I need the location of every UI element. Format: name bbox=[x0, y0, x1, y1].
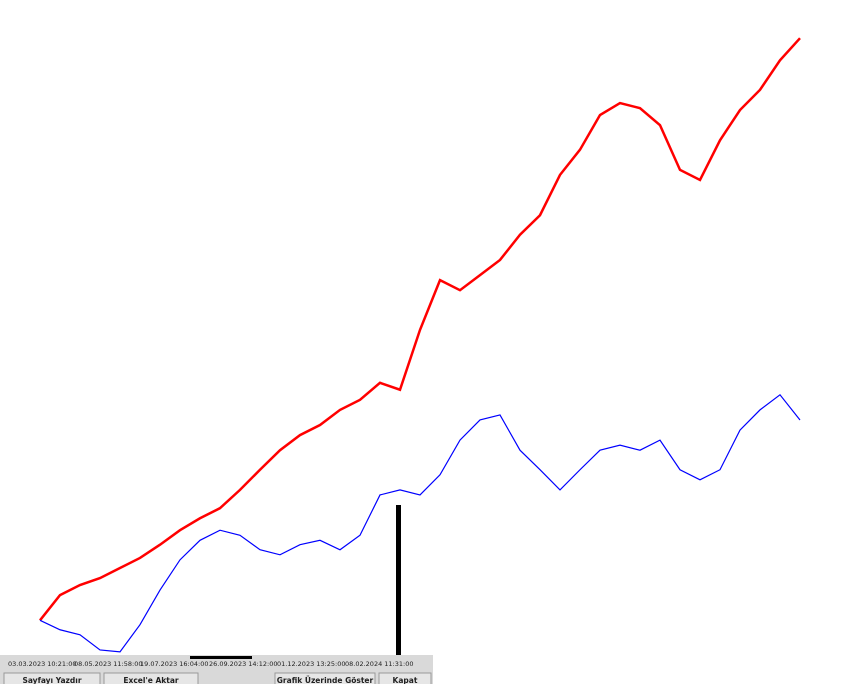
x-tick-label: 03.03.2023 10:21:00 bbox=[8, 660, 76, 668]
series-line bbox=[39, 393, 801, 653]
x-tick-label: 19.07.2023 16:04:00 bbox=[140, 660, 208, 668]
button-label[interactable]: Excel'e Aktar bbox=[123, 676, 178, 685]
x-tick-label: 01.12.2023 13:25:00 bbox=[277, 660, 345, 668]
cursor-bar bbox=[396, 505, 401, 657]
button-label[interactable]: Sayfayı Yazdır bbox=[22, 676, 81, 685]
x-tick-label: 26.09.2023 14:12:00 bbox=[209, 660, 277, 668]
x-tick-label: 08.02.2024 11:31:00 bbox=[345, 660, 413, 668]
x-tick-label: 08.05.2023 11:58:00 bbox=[74, 660, 142, 668]
button-label[interactable]: Grafik Üzerinde Göster bbox=[277, 676, 374, 685]
button-label[interactable]: Kapat bbox=[393, 676, 418, 685]
series-line bbox=[39, 37, 801, 622]
scroll-thumb bbox=[190, 656, 252, 659]
